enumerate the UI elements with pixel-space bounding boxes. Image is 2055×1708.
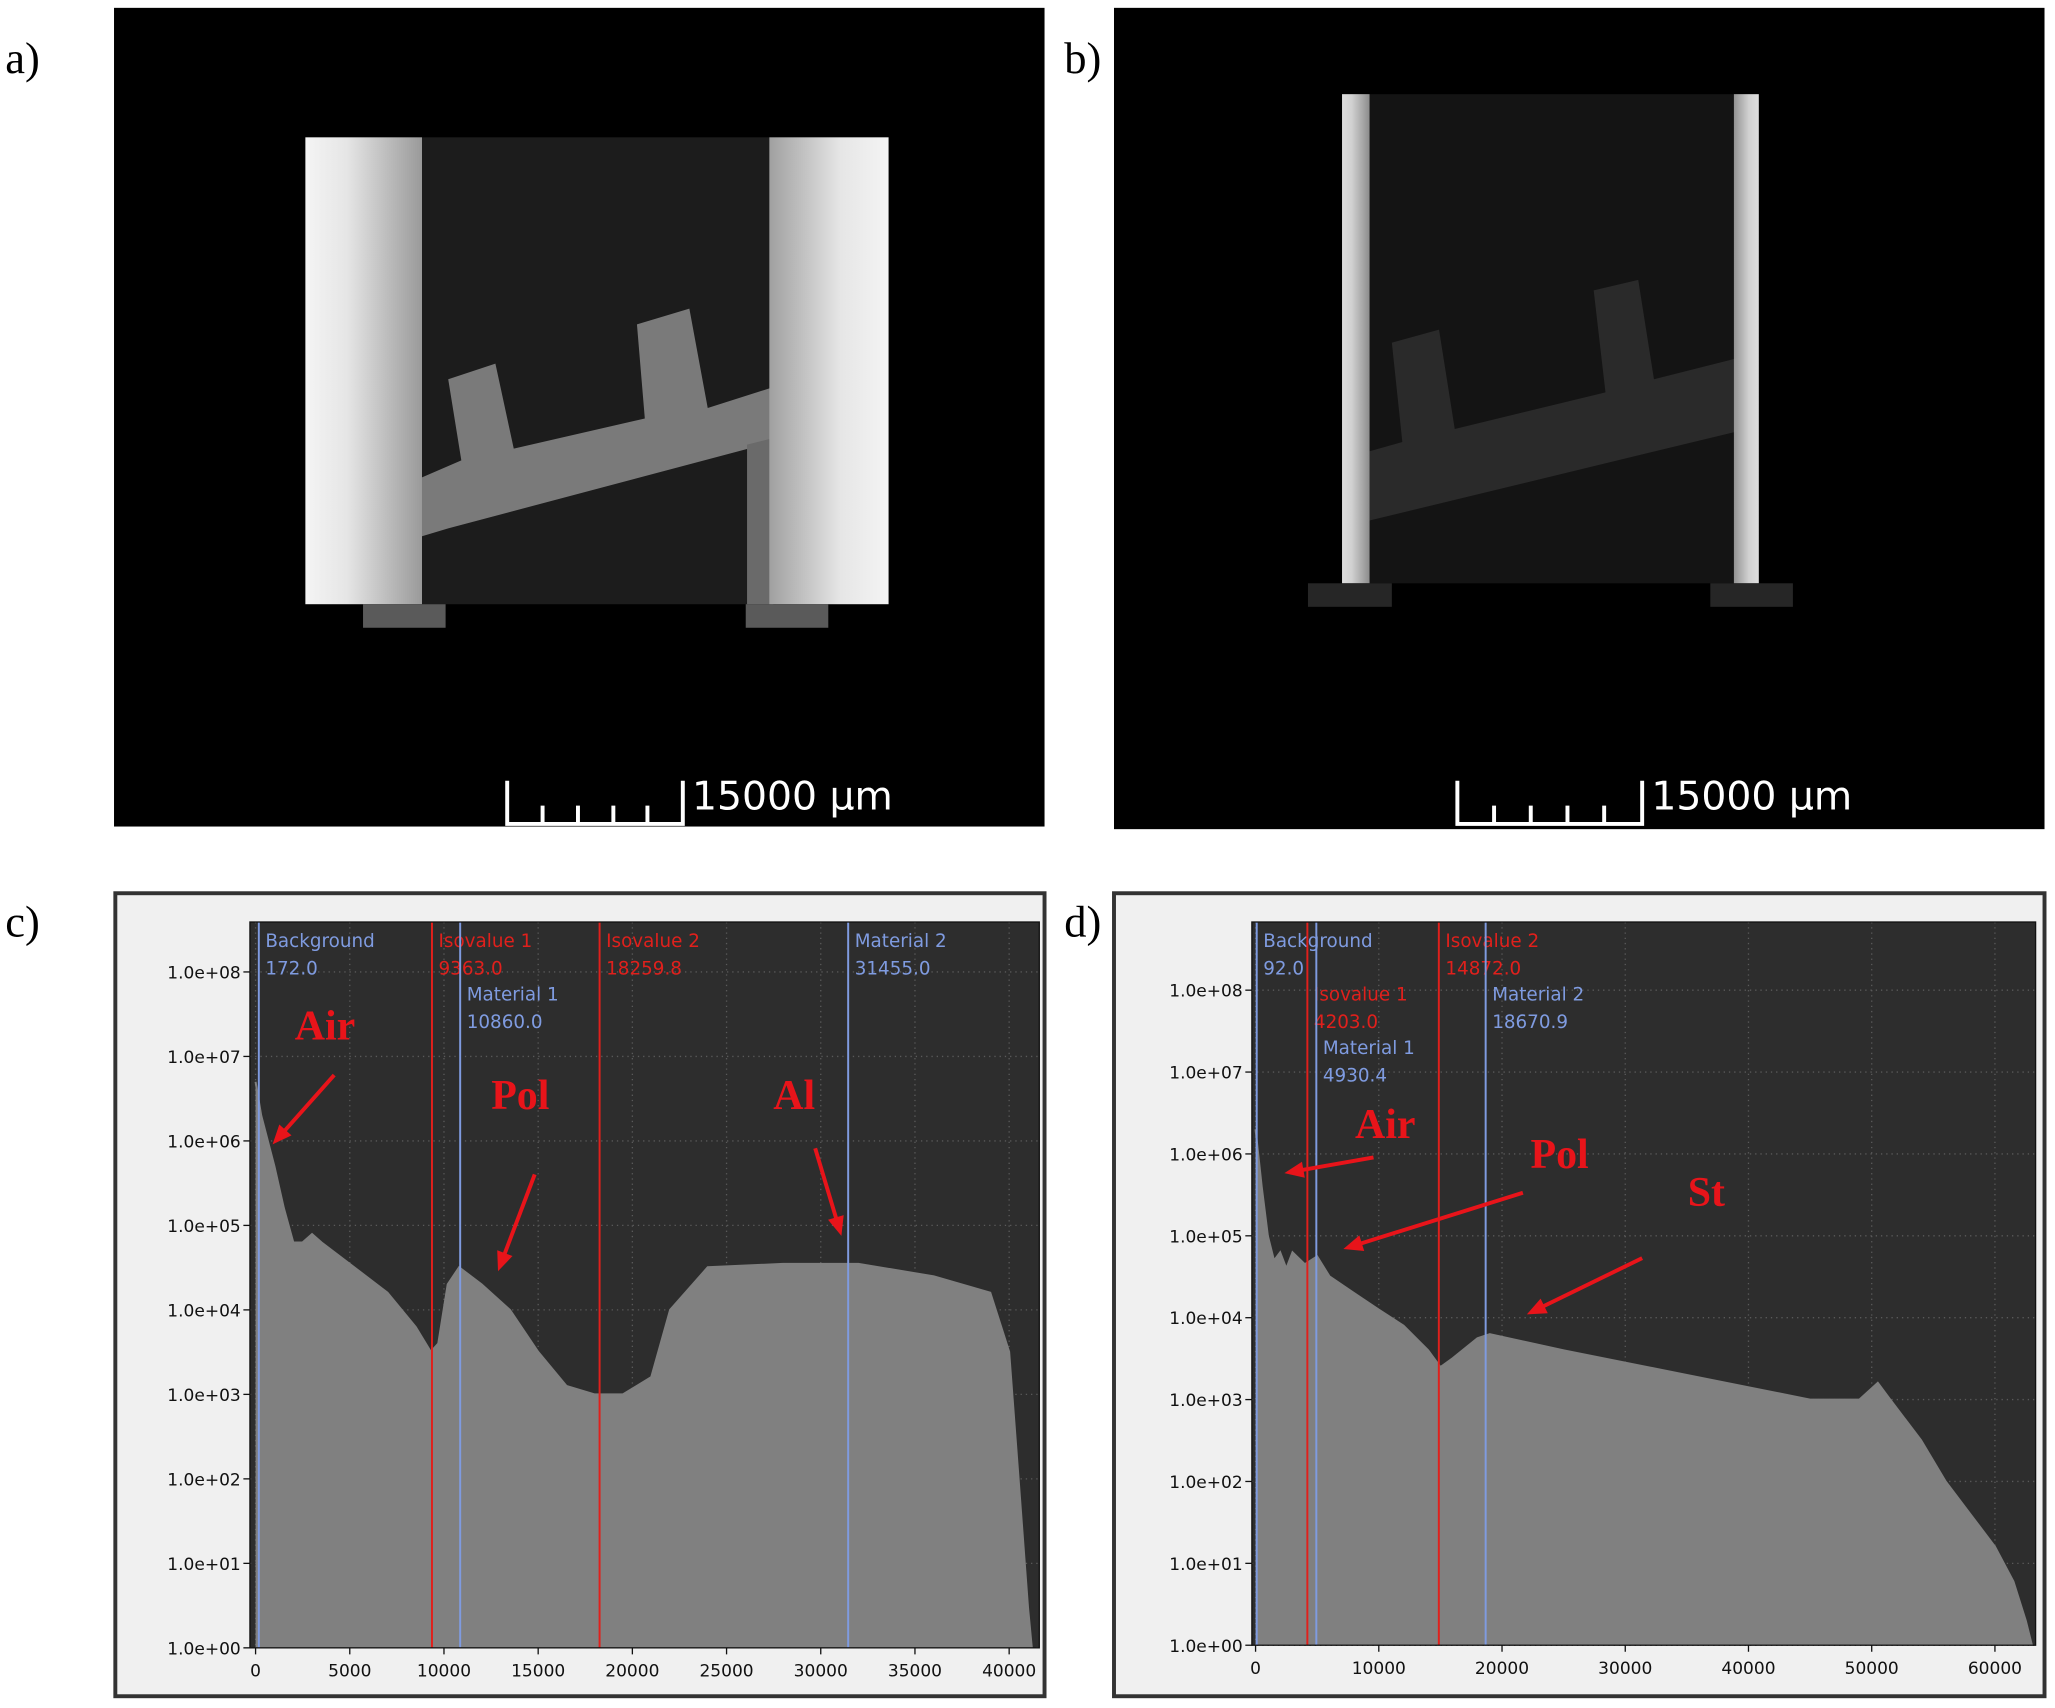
annotation-arrow (278, 1073, 336, 1138)
histogram-outline (1254, 1129, 2033, 1646)
panel-label: a) (5, 33, 40, 83)
annotation-arrowhead (1284, 1161, 1305, 1178)
marker-name: Isovalue 1 (439, 931, 533, 952)
marker-value: 4930.4 (1323, 1066, 1387, 1087)
x-tick-label: 20000 (1475, 1659, 1529, 1679)
y-tick-label: 1.0e+05 (167, 1217, 240, 1237)
marker-name: Material 1 (1323, 1038, 1415, 1059)
annotation-arrow (813, 1147, 841, 1227)
annotation-arrow (1294, 1155, 1374, 1174)
annotation: Air (295, 1004, 356, 1050)
marker-name: Material 1 (467, 984, 559, 1005)
annotation: Pol (491, 1073, 549, 1119)
y-tick-label: 1.0e+08 (1169, 982, 1242, 1002)
annotation: Al (773, 1073, 815, 1119)
marker-name: Material 2 (1492, 984, 1584, 1005)
x-tick-label: 10000 (1352, 1659, 1406, 1679)
y-tick-label: 1.0e+07 (1169, 1064, 1242, 1084)
marker-value: 31455.0 (855, 958, 931, 979)
annotation-arrow (1535, 1256, 1644, 1312)
panel-label: c) (5, 896, 40, 946)
annotation: Pol (1530, 1132, 1588, 1178)
scale-bar-label: 15000 µm (692, 775, 893, 820)
marker-name: Isovalue 2 (606, 931, 700, 952)
y-tick-label: 1.0e+03 (1169, 1391, 1242, 1411)
marker-name: Background (265, 931, 374, 952)
x-tick-label: 15000 (511, 1662, 565, 1682)
y-tick-label: 1.0e+07 (167, 1048, 240, 1068)
y-tick-label: 1.0e+08 (167, 963, 240, 983)
marker-name: Material 2 (855, 931, 947, 952)
marker-value: 4203.0 (1314, 1012, 1378, 1033)
marker-value: 18259.8 (606, 958, 682, 979)
y-tick-label: 1.0e+00 (1169, 1637, 1242, 1657)
y-tick-label: 1.0e+01 (1169, 1555, 1242, 1575)
x-tick-label: 20000 (605, 1662, 659, 1682)
panel-label: b) (1064, 33, 1101, 83)
annotation: Air (1355, 1102, 1416, 1148)
ct-image-a (114, 7, 1045, 827)
x-tick-label: 25000 (699, 1662, 753, 1682)
marker-name: Isovalue 2 (1445, 931, 1539, 952)
panel-label: d) (1064, 896, 1101, 946)
y-tick-label: 1.0e+02 (1169, 1473, 1242, 1493)
histogram-area-fill (255, 1081, 1032, 1648)
y-tick-label: 1.0e+04 (1169, 1309, 1242, 1329)
y-tick-label: 1.0e+01 (167, 1555, 240, 1575)
annotation-arrowhead (1526, 1298, 1548, 1315)
annotation: St (1688, 1170, 1725, 1216)
annotation-arrowhead (1343, 1235, 1365, 1251)
x-tick-label: 30000 (794, 1662, 848, 1682)
ct-image-b (1113, 7, 2045, 830)
marker-value: 92.0 (1263, 958, 1304, 979)
histogram-area-fill (1255, 1129, 2032, 1646)
marker-value: 14872.0 (1445, 958, 1521, 979)
x-tick-label: 60000 (1968, 1659, 2022, 1679)
x-tick-label: 0 (1250, 1659, 1261, 1679)
marker-name: Isovalue 1 (1314, 984, 1408, 1005)
x-tick-label: 40000 (982, 1662, 1036, 1682)
annotation-arrowhead (497, 1250, 513, 1272)
x-tick-label: 50000 (1845, 1659, 1899, 1679)
annotation-arrowhead (828, 1215, 844, 1236)
plot-border (249, 921, 1040, 1649)
y-tick-label: 1.0e+03 (167, 1386, 240, 1406)
histogram-outline (254, 1081, 1033, 1648)
y-tick-label: 1.0e+02 (167, 1470, 240, 1490)
y-tick-label: 1.0e+06 (1169, 1145, 1242, 1165)
x-tick-label: 40000 (1721, 1659, 1775, 1679)
plot-border (1251, 921, 2037, 1646)
x-tick-label: 0 (250, 1662, 261, 1682)
y-tick-label: 1.0e+06 (167, 1132, 240, 1152)
marker-value: 18670.9 (1492, 1012, 1568, 1033)
x-tick-label: 10000 (417, 1662, 471, 1682)
y-tick-label: 1.0e+00 (167, 1639, 240, 1659)
x-tick-label: 30000 (1598, 1659, 1652, 1679)
scale-bar-label: 15000 µm (1651, 775, 1852, 820)
marker-name: Background (1263, 931, 1372, 952)
x-tick-label: 5000 (328, 1662, 371, 1682)
marker-value: 172.0 (265, 958, 317, 979)
annotation-arrow (1352, 1190, 1524, 1248)
marker-value: 10860.0 (467, 1012, 543, 1033)
marker-value: 9363.0 (439, 958, 503, 979)
annotation-arrowhead (272, 1124, 292, 1145)
x-tick-label: 35000 (888, 1662, 942, 1682)
y-tick-label: 1.0e+05 (1169, 1227, 1242, 1247)
annotation-arrow (499, 1173, 537, 1263)
y-tick-label: 1.0e+04 (167, 1301, 240, 1321)
